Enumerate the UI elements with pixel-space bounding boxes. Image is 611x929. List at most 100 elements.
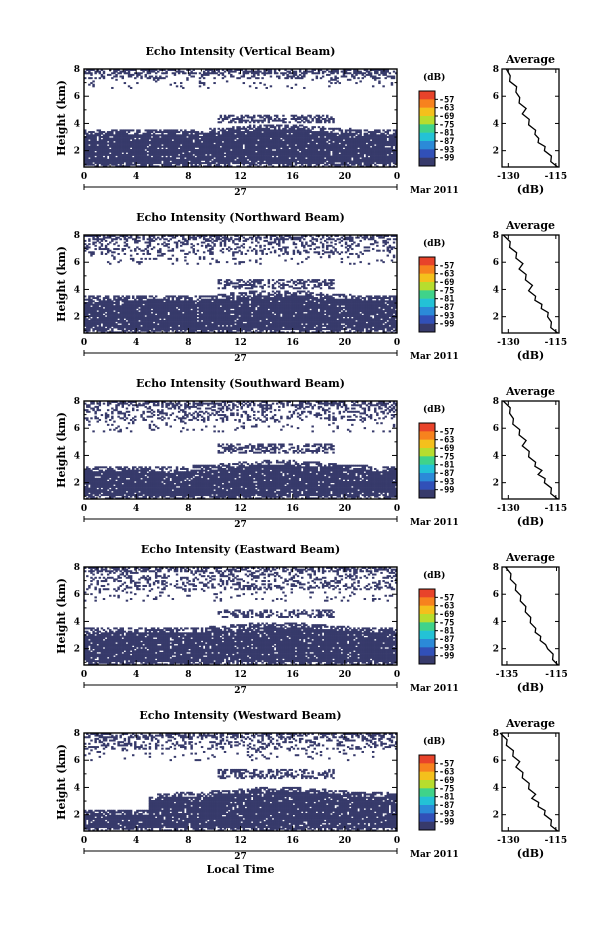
echo-cell [234,160,236,162]
echo-cell [147,77,149,79]
echo-cell [286,125,288,127]
echo-cell [132,134,134,136]
echo-cell [220,72,222,74]
echo-cell [222,118,224,120]
echo-cell [305,129,307,131]
echo-cell [270,139,272,141]
echo-cell [107,146,109,148]
echo-cell [145,133,147,135]
echo-cell [201,162,203,164]
echo-cell [224,154,226,156]
echo-cell [234,134,236,136]
echo-cell [126,133,128,135]
echo-cell [184,159,186,161]
echo-cell [272,129,274,131]
echo-cell [307,120,309,122]
echo-cell [88,131,90,133]
echo-cell [188,152,190,154]
echo-cell [268,115,270,117]
echo-cell [103,131,105,133]
echo-cell [263,162,265,164]
echo-cell [245,157,247,159]
echo-cell [113,143,115,145]
echo-cell [276,76,278,78]
echo-cell [301,125,303,127]
echo-cell [201,74,203,76]
echo-cell [257,141,259,143]
echo-cell [301,128,303,130]
echo-cell [134,133,136,135]
echo-cell [186,77,188,79]
echo-cell [211,129,213,131]
echo-cell [286,74,288,76]
echo-cell [86,133,88,135]
echo-cell [182,154,184,156]
echo-cell [90,72,92,74]
echo-cell [172,129,174,131]
echo-cell [92,131,94,133]
echo-cell [170,162,172,164]
echo-cell [243,82,245,84]
echo-cell [259,71,261,73]
echo-cell [303,116,305,118]
echo-cell [132,74,134,76]
echo-cell [199,133,201,135]
echo-cell [293,115,295,117]
echo-cell [286,129,288,131]
echo-cell [255,128,257,130]
echo-cell [284,72,286,74]
echo-cell [157,131,159,133]
echo-cell [213,159,215,161]
echo-cell [307,115,309,117]
echo-cell [147,152,149,154]
echo-cell [249,125,251,127]
echo-cell [94,157,96,159]
echo-cell [201,143,203,145]
echo-cell [261,128,263,130]
echo-cell [278,118,280,120]
echo-cell [88,146,90,148]
echo-cell [211,160,213,162]
echo-cell [92,164,94,166]
echo-cell [126,72,128,74]
echo-cell [203,133,205,135]
echo-cell [88,159,90,161]
echo-cell [270,129,272,131]
echo-cell [180,71,182,73]
echo-cell [266,149,268,151]
echo-cell [228,128,230,130]
echo-cell [232,71,234,73]
echo-cell [305,159,307,161]
echo-cell [172,141,174,143]
echo-cell [113,129,115,131]
echo-cell [209,128,211,130]
echo-cell [132,157,134,159]
echo-cell [176,159,178,161]
echo-cell [186,131,188,133]
echo-cell [163,134,165,136]
echo-cell [94,77,96,79]
echo-cell [280,120,282,122]
echo-cell [305,149,307,151]
echo-cell [286,134,288,136]
echo-cell [230,128,232,130]
echo-cell [140,72,142,74]
echo-cell [261,120,263,122]
echo-cell [274,115,276,117]
echo-cell [182,87,184,89]
echo-cell [303,126,305,128]
echo-cell [195,157,197,159]
echo-cell [155,80,157,82]
echo-cell [145,74,147,76]
echo-cell [180,85,182,87]
echo-cell [130,129,132,131]
echo-cell [253,120,255,122]
echo-cell [161,157,163,159]
echo-cell [197,131,199,133]
echo-cell [251,116,253,118]
echo-cell [291,118,293,120]
echo-cell [180,129,182,131]
echo-cell [263,118,265,120]
echo-cell [249,85,251,87]
echo-cell [105,133,107,135]
